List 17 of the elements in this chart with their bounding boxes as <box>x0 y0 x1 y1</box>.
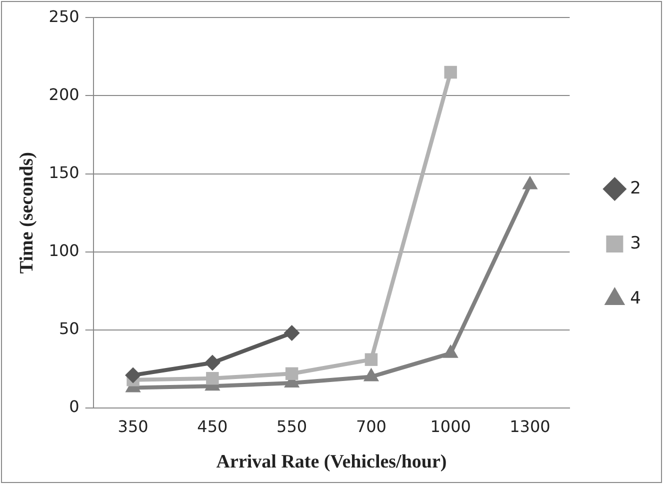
y-tick-label: 250 <box>48 6 80 26</box>
y-axis-title: Time (seconds) <box>16 152 38 274</box>
x-tick-label: 700 <box>356 416 386 436</box>
y-tick-label: 50 <box>58 319 80 338</box>
x-tick-label: 550 <box>276 416 308 436</box>
x-tick-label: 1000 <box>430 416 471 436</box>
y-tick-label: 100 <box>48 240 80 260</box>
legend-label: 3 <box>630 233 642 254</box>
legend-label: 4 <box>630 288 642 308</box>
x-tick-label: 350 <box>118 416 148 436</box>
y-tick-label: 150 <box>48 162 80 182</box>
legend-label: 2 <box>630 178 642 198</box>
x-tick-label: 1300 <box>510 416 550 436</box>
x-axis-title: Arrival Rate (Vehicles/hour) <box>216 452 447 473</box>
y-tick-label: 200 <box>48 84 80 104</box>
y-tick-label: 0 <box>69 397 80 416</box>
x-tick-label: 450 <box>197 416 228 436</box>
